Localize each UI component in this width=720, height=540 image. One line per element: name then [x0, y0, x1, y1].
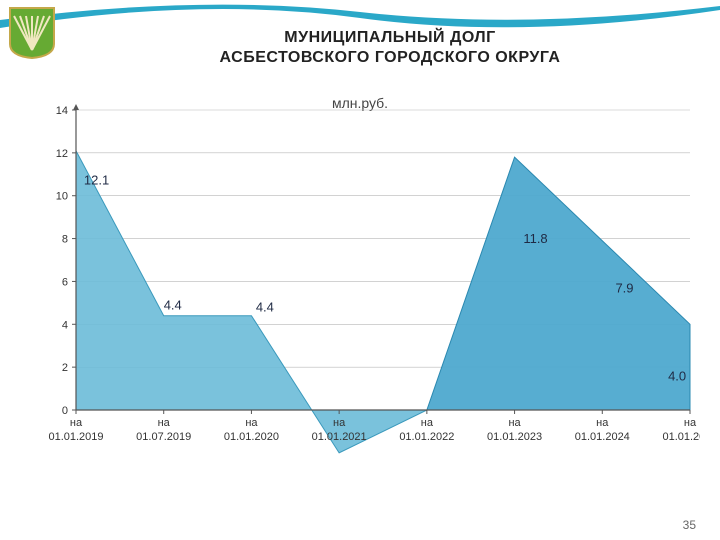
page-title: МУНИЦИПАЛЬНЫЙ ДОЛГ АСБЕСТОВСКОГО ГОРОДСК…: [130, 28, 650, 68]
svg-text:0: 0: [62, 405, 68, 417]
svg-text:01.01.2020: 01.01.2020: [224, 431, 279, 443]
svg-text:на: на: [158, 417, 171, 429]
svg-text:6: 6: [62, 276, 68, 288]
svg-text:01.01.2025: 01.01.2025: [662, 431, 700, 443]
title-line-1: МУНИЦИПАЛЬНЫЙ ДОЛГ: [284, 29, 495, 46]
debt-chart: 0 2 4 6 8 10 12 14 на 01.01.2019 на 01.07.2019 на 01.…: [20, 90, 700, 490]
svg-text:4.4: 4.4: [256, 300, 274, 315]
svg-text:01.01.2019: 01.01.2019: [48, 431, 103, 443]
svg-text:на: на: [684, 417, 697, 429]
svg-text:01.01.2024: 01.01.2024: [575, 431, 630, 443]
svg-text:8: 8: [62, 234, 68, 246]
svg-text:01.01.2023: 01.01.2023: [487, 431, 542, 443]
svg-text:10: 10: [56, 191, 68, 203]
page-number: 35: [683, 518, 696, 532]
svg-text:4: 4: [62, 319, 68, 331]
svg-text:12: 12: [56, 148, 68, 160]
svg-text:на: на: [70, 417, 83, 429]
svg-text:7.9: 7.9: [615, 281, 633, 296]
svg-text:4.4: 4.4: [164, 298, 182, 313]
svg-text:на: на: [421, 417, 434, 429]
svg-text:на: на: [508, 417, 521, 429]
svg-text:на: на: [596, 417, 609, 429]
svg-text:2: 2: [62, 362, 68, 374]
svg-text:01.01.2021: 01.01.2021: [312, 431, 367, 443]
svg-text:01.07.2019: 01.07.2019: [136, 431, 191, 443]
svg-text:01.01.2022: 01.01.2022: [399, 431, 454, 443]
chart-area: 0 2 4 6 8 10 12 14 на 01.01.2019 на 01.07.2019 на 01.…: [20, 90, 700, 490]
svg-text:4.0: 4.0: [668, 368, 686, 383]
title-line-2: АСБЕСТОВСКОГО ГОРОДСКОГО ОКРУГА: [220, 49, 561, 66]
municipal-logo: [8, 6, 56, 60]
svg-text:14: 14: [56, 105, 68, 117]
svg-text:на: на: [245, 417, 258, 429]
svg-text:на: на: [333, 417, 346, 429]
svg-text:12.1: 12.1: [84, 173, 109, 188]
svg-text:11.8: 11.8: [523, 231, 547, 246]
